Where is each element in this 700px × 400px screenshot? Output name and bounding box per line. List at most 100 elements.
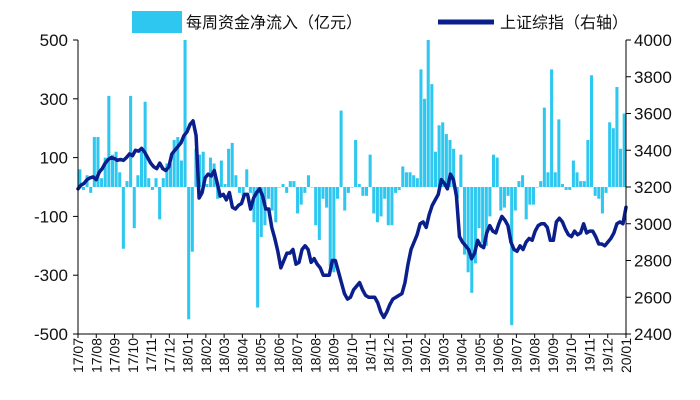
x-tick-label: 20/01 — [618, 338, 634, 373]
bar — [539, 181, 543, 187]
bar — [426, 40, 430, 187]
bar — [394, 187, 398, 193]
bar — [92, 137, 96, 187]
bar — [495, 157, 499, 187]
x-tick-label: 18/03 — [216, 338, 232, 373]
x-tick-label: 18/10 — [344, 338, 360, 373]
right-axis-ticks: 4000 3800 3600 3400 3200 3000 2800 2600 2400 — [626, 31, 672, 344]
bar — [321, 187, 325, 199]
bar — [125, 181, 129, 187]
legend-label-bars: 每周资金净流入（亿元） — [186, 13, 362, 32]
bar — [234, 175, 238, 187]
left-tick-label: 100 — [40, 149, 68, 168]
bar — [332, 187, 336, 273]
bar — [546, 172, 550, 187]
x-tick-label: 17/09 — [107, 338, 123, 373]
x-tick-label: 18/06 — [271, 338, 287, 373]
bar — [462, 187, 467, 255]
bar — [433, 151, 437, 187]
bar — [622, 113, 626, 187]
bar — [277, 187, 281, 188]
bar — [550, 69, 554, 187]
bar — [437, 125, 441, 187]
bar — [296, 187, 300, 214]
bar — [361, 187, 365, 196]
right-tick-label: 3600 — [634, 105, 672, 124]
x-axis-ticks: 17/07 17/08 17/09 17/10 17/11 17/12 18/01 18/02… — [70, 334, 634, 373]
bar — [288, 181, 292, 187]
bar — [281, 184, 285, 187]
bar — [484, 187, 488, 246]
right-tick-label: 2600 — [634, 288, 672, 307]
left-tick-label: 300 — [40, 90, 68, 109]
bar — [121, 187, 125, 249]
bar — [619, 148, 623, 187]
bar — [372, 187, 376, 214]
x-tick-label: 18/08 — [307, 338, 323, 373]
right-tick-label: 4000 — [634, 31, 672, 50]
bar — [579, 181, 583, 187]
x-tick-label: 18/09 — [326, 338, 342, 373]
index-line — [76, 119, 628, 320]
bar — [571, 160, 575, 187]
x-tick-label: 17/10 — [125, 338, 141, 373]
bar — [227, 148, 231, 187]
bar — [252, 187, 256, 223]
bar — [299, 187, 303, 205]
bar — [350, 187, 354, 188]
bar — [423, 98, 427, 187]
bar — [165, 163, 169, 187]
x-tick-label: 19/04 — [454, 338, 470, 373]
bar — [535, 187, 539, 188]
bar — [524, 187, 528, 220]
bar — [190, 187, 194, 252]
bar — [317, 187, 321, 240]
line-series — [76, 119, 628, 320]
right-tick-label: 3200 — [634, 178, 672, 197]
bar — [78, 169, 82, 187]
bar — [267, 187, 271, 199]
right-tick-label: 2800 — [634, 252, 672, 271]
bar — [237, 187, 242, 193]
bar — [390, 187, 394, 226]
bar — [575, 172, 579, 187]
bar — [615, 87, 619, 187]
right-tick-label: 3400 — [634, 141, 672, 160]
left-axis-ticks: 500 300 100 -100 -300 -500 — [34, 31, 78, 344]
x-tick-label: 19/08 — [527, 338, 543, 373]
x-tick-label: 17/08 — [88, 338, 104, 373]
bar — [183, 40, 187, 187]
bar — [506, 187, 510, 196]
x-tick-label: 19/02 — [417, 338, 433, 373]
bar — [270, 187, 274, 211]
x-tick-label: 18/11 — [362, 338, 378, 372]
left-tick-label: -500 — [34, 325, 68, 344]
bar — [553, 172, 557, 187]
bar — [383, 187, 387, 199]
bar — [129, 95, 133, 187]
x-tick-label: 17/07 — [70, 338, 86, 373]
bar-series — [78, 40, 626, 326]
bar — [466, 187, 470, 273]
x-tick-label: 19/05 — [472, 338, 488, 373]
bar — [223, 184, 227, 187]
bar — [560, 184, 565, 187]
bar — [205, 184, 209, 187]
bar — [600, 187, 604, 214]
bar — [586, 139, 590, 187]
x-tick-label: 19/11 — [581, 338, 597, 372]
bar — [245, 169, 249, 187]
bar — [154, 178, 158, 187]
bar — [100, 178, 104, 187]
x-tick-label: 19/06 — [490, 338, 506, 373]
bar — [473, 187, 477, 264]
bar — [510, 187, 514, 326]
bar — [285, 187, 289, 193]
bar — [107, 95, 111, 187]
x-tick-label: 19/10 — [563, 338, 579, 373]
bar — [328, 187, 332, 267]
bar — [415, 178, 419, 187]
x-tick-label: 19/07 — [508, 338, 524, 373]
bar — [187, 187, 191, 320]
